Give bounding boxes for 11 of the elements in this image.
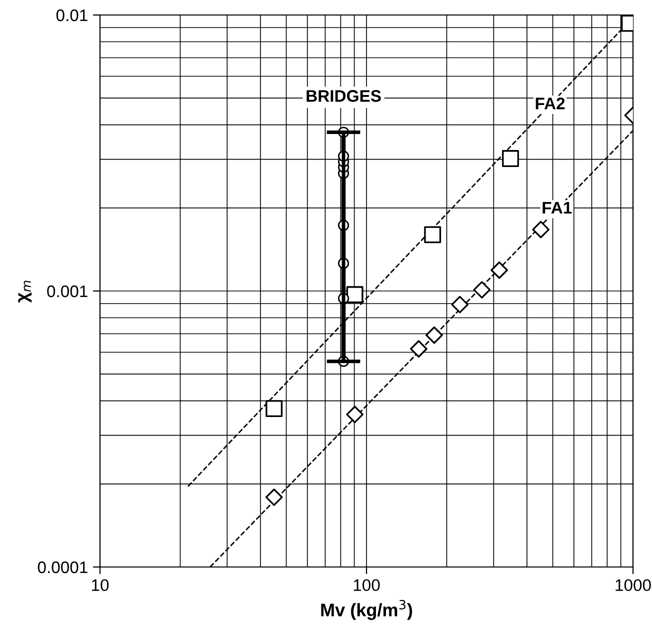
y-tick-label: 0.0001 bbox=[38, 561, 88, 574]
series-label: FA1 bbox=[542, 202, 572, 214]
y-tick-label: 0.001 bbox=[47, 285, 88, 298]
y-axis-title: χ$_{m}$ bbox=[18, 280, 32, 303]
x-tick-label: 1000 bbox=[616, 579, 651, 592]
x-tick-label: 10 bbox=[92, 579, 109, 592]
series-label: FA2 bbox=[536, 98, 565, 110]
y-tick-label: 0.01 bbox=[56, 9, 88, 22]
x-axis-title: Mv (kg/m$^{3}$) bbox=[321, 600, 412, 620]
series-label: BRIDGES bbox=[306, 90, 381, 102]
x-tick-label: 100 bbox=[354, 579, 380, 592]
